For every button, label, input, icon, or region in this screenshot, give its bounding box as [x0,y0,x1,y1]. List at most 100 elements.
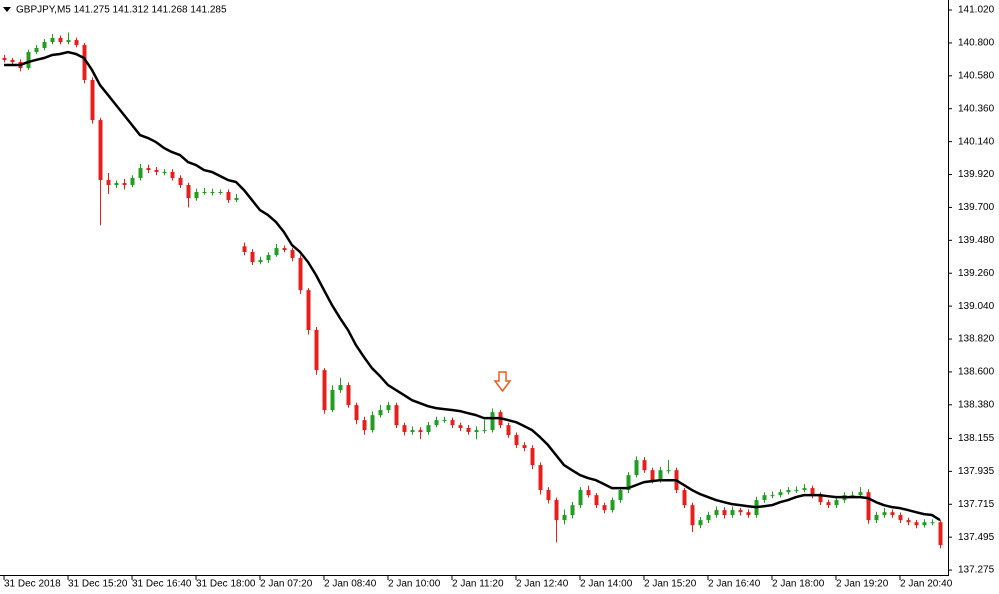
candle-body [274,248,279,255]
candle-body [170,171,175,178]
candle-body [42,42,47,49]
y-tick-label: 137.715 [958,499,995,510]
candle-body [242,246,247,252]
candle-body [666,470,671,472]
candle-body [34,48,39,53]
x-tick-label: 2 Jan 11:20 [452,579,504,590]
x-tick-label: 2 Jan 07:20 [260,579,313,590]
candle-body [562,515,567,521]
candle-body [938,522,943,546]
candle-body [794,490,799,492]
candle-body [258,260,263,263]
sell-arrow [493,371,512,393]
candle-body [906,520,911,523]
y-tick-label: 140.140 [958,136,995,147]
moving-average [4,50,941,522]
candle-body [746,512,751,516]
x-tick-label: 2 Jan 15:20 [644,579,697,590]
candle-body [826,502,831,506]
candle-body [658,470,663,481]
candle-body [186,184,191,198]
y-tick-label: 139.480 [958,235,995,246]
candle-body [578,490,583,506]
candle-body [346,385,351,406]
x-tick-label: 2 Jan 19:20 [836,579,889,590]
candle-body [162,171,167,173]
candle-body [210,192,215,194]
candle-body [82,45,87,81]
candle-body [314,330,319,371]
candle-body [770,495,775,497]
candle-body [586,490,591,496]
y-tick-label: 139.040 [958,301,995,312]
y-tick-label: 140.580 [958,70,995,81]
candle-body [322,370,327,411]
candle-body [890,512,895,516]
candle-body [386,405,391,411]
candle-body [538,465,543,491]
candle-body [2,57,7,60]
y-tick-label: 140.360 [958,103,995,114]
candle-body [402,425,407,433]
candle-body [762,495,767,501]
candle-body [418,430,423,433]
chart-title: GBPJPY,M5 141.275 141.312 141.268 141.28… [16,5,227,16]
candle-body [66,40,71,43]
candle-body [642,460,647,471]
candle-body [802,488,807,491]
y-tick-label: 138.380 [958,399,995,410]
candle-body [178,177,183,185]
candle-body [202,192,207,194]
candle-body [922,522,927,526]
candle-body [434,420,439,426]
y-tick-label: 137.275 [958,565,995,576]
candle-body [426,425,431,433]
y-tick-label: 137.495 [958,532,995,543]
candle-body [50,37,55,43]
candle-body [114,183,119,185]
candle-body [154,170,159,172]
y-tick-label: 141.020 [958,5,995,16]
x-tick-label: 31 Dec 15:20 [68,579,128,590]
candle-body [474,430,479,433]
candle-body [690,505,695,526]
candle-body [698,520,703,526]
candle-body [218,192,223,194]
candle-body [266,254,271,261]
candle-body [146,168,151,171]
candle-body [858,492,863,496]
candle-body [818,495,823,503]
candle-body [354,405,359,421]
y-tick-label: 138.600 [958,367,995,378]
candle-body [634,460,639,476]
x-tick-label: 2 Jan 18:00 [772,579,825,590]
candle-body [730,510,735,516]
candle-body [882,512,887,516]
candle-body [98,120,103,181]
candle-body [90,80,95,121]
candle-body [442,420,447,422]
candle-body [530,448,535,466]
x-tick-label: 31 Dec 16:40 [132,579,192,590]
candle-body [410,430,415,433]
candle-body [74,40,79,46]
candle-body [122,183,127,185]
candle-body [394,405,399,426]
candle-body [482,430,487,432]
y-tick-label: 137.935 [958,466,995,477]
candle-body [290,250,295,258]
candle-body [834,500,839,506]
x-tick-label: 2 Jan 14:00 [580,579,633,590]
candle-body [138,168,143,178]
candle-body [298,257,303,291]
candle-body [810,488,815,496]
y-tick-label: 138.820 [958,334,995,345]
candle-body [522,445,527,449]
candle-body [570,505,575,516]
candle-body [786,490,791,493]
candle-body [714,510,719,516]
candle-body [866,492,871,521]
x-tick-label: 31 Dec 2018 [4,579,61,590]
